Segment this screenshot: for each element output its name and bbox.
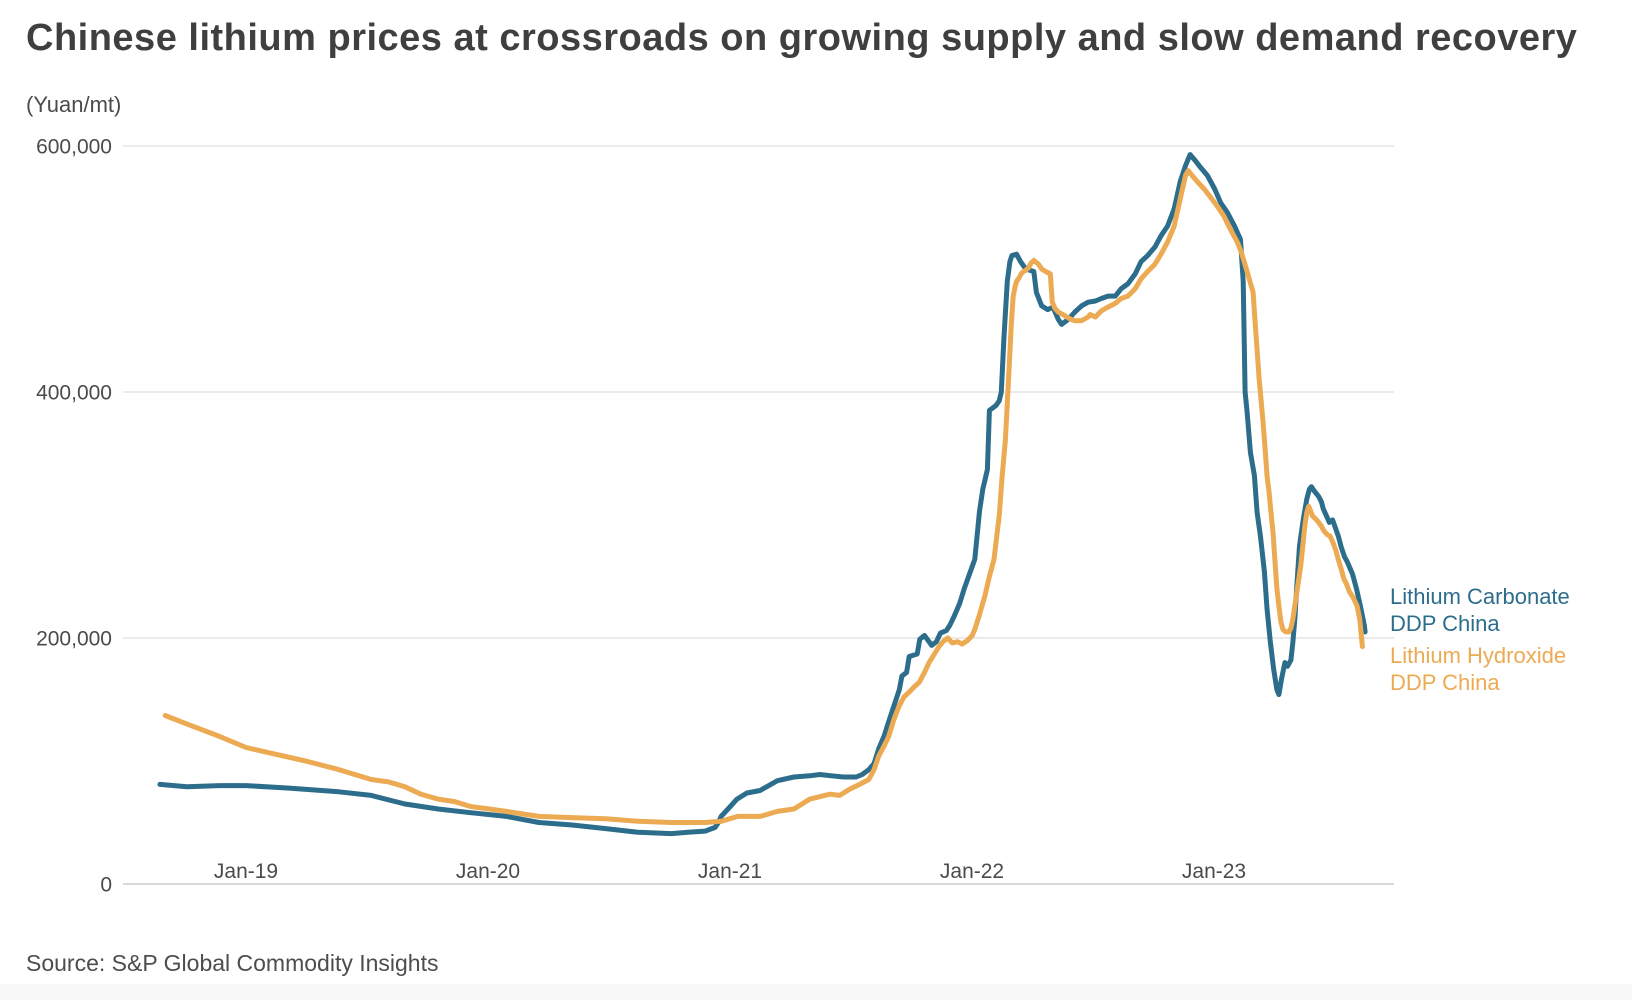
svg-text:Jan-23: Jan-23 — [1182, 860, 1246, 883]
legend: Lithium Carbonate DDP China Lithium Hydr… — [1390, 584, 1570, 695]
gridlines — [123, 145, 1394, 885]
legend-hydroxide-line2: DDP China — [1390, 670, 1500, 695]
svg-text:400,000: 400,000 — [36, 382, 112, 405]
page-title: Chinese lithium prices at crossroads on … — [26, 17, 1577, 59]
legend-hydroxide-line1: Lithium Hydroxide — [1390, 643, 1566, 668]
legend-carbonate-line1: Lithium Carbonate — [1390, 584, 1570, 609]
y-axis-tick-labels: 0 200,000 400,000 600,000 — [36, 136, 112, 897]
svg-text:0: 0 — [100, 874, 112, 897]
svg-text:600,000: 600,000 — [36, 136, 112, 159]
line-hydroxide — [162, 168, 1365, 825]
y-axis-unit-label: (Yuan/mt) — [26, 92, 121, 117]
legend-carbonate-line2: DDP China — [1390, 611, 1500, 636]
svg-text:Jan-21: Jan-21 — [698, 860, 762, 883]
svg-text:Jan-20: Jan-20 — [456, 860, 520, 883]
line-carbonate — [157, 152, 1368, 837]
footer-band — [0, 984, 1632, 1000]
svg-text:Jan-19: Jan-19 — [214, 860, 278, 883]
x-axis-tick-labels: Jan-19 Jan-20 Jan-21 Jan-22 Jan-23 — [214, 860, 1246, 883]
source-attribution: Source: S&P Global Commodity Insights — [26, 950, 438, 976]
price-lines — [157, 152, 1368, 837]
svg-text:200,000: 200,000 — [36, 628, 112, 651]
svg-text:Jan-22: Jan-22 — [940, 860, 1004, 883]
